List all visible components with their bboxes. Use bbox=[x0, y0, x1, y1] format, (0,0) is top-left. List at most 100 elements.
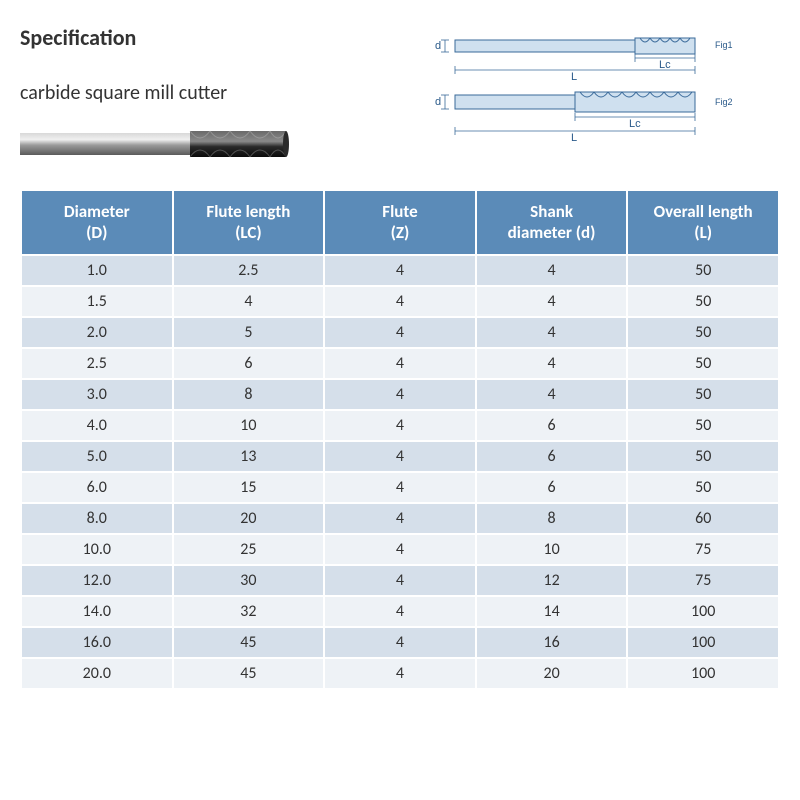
table-cell: 20 bbox=[476, 658, 628, 689]
table-cell: 16 bbox=[476, 627, 628, 658]
table-cell: 8 bbox=[476, 503, 628, 534]
table-cell: 50 bbox=[627, 317, 779, 348]
table-cell: 100 bbox=[627, 596, 779, 627]
table-body: 1.02.544501.5444502.0544502.5644503.0844… bbox=[21, 255, 779, 689]
page-title: Specification bbox=[20, 24, 385, 51]
table-cell: 5.0 bbox=[21, 441, 173, 472]
header-left: Specification carbide square mill cutter bbox=[20, 24, 385, 171]
table-row: 12.03041275 bbox=[21, 565, 779, 596]
table-cell: 4 bbox=[324, 441, 476, 472]
table-cell: 10.0 bbox=[21, 534, 173, 565]
table-cell: 4 bbox=[324, 286, 476, 317]
table-cell: 6.0 bbox=[21, 472, 173, 503]
col-header-line2: diameter (d) bbox=[483, 222, 621, 243]
table-cell: 2.0 bbox=[21, 317, 173, 348]
table-cell: 4 bbox=[476, 379, 628, 410]
table-row: 3.084450 bbox=[21, 379, 779, 410]
table-cell: 4 bbox=[324, 627, 476, 658]
table-cell: 4 bbox=[324, 348, 476, 379]
table-cell: 100 bbox=[627, 627, 779, 658]
col-header-0: Diameter(D) bbox=[21, 190, 173, 255]
svg-text:d: d bbox=[435, 96, 441, 108]
table-cell: 4 bbox=[476, 286, 628, 317]
table-cell: 1.0 bbox=[21, 255, 173, 286]
table-cell: 60 bbox=[627, 503, 779, 534]
col-header-line1: Flute bbox=[331, 201, 469, 222]
col-header-3: Shankdiameter (d) bbox=[476, 190, 628, 255]
table-row: 4.0104650 bbox=[21, 410, 779, 441]
table-cell: 12.0 bbox=[21, 565, 173, 596]
table-cell: 6 bbox=[476, 410, 628, 441]
table-cell: 50 bbox=[627, 472, 779, 503]
table-cell: 5 bbox=[173, 317, 325, 348]
technical-diagrams: d Lc L Fig1 d Lc L bbox=[415, 24, 780, 143]
table-cell: 50 bbox=[627, 441, 779, 472]
table-row: 20.045420100 bbox=[21, 658, 779, 689]
table-row: 5.0134650 bbox=[21, 441, 779, 472]
table-cell: 8 bbox=[173, 379, 325, 410]
product-name: carbide square mill cutter bbox=[20, 81, 385, 105]
col-header-line2: (D) bbox=[28, 222, 166, 243]
table-cell: 75 bbox=[627, 534, 779, 565]
table-cell: 100 bbox=[627, 658, 779, 689]
table-cell: 50 bbox=[627, 286, 779, 317]
svg-text:L: L bbox=[571, 71, 577, 83]
table-cell: 4 bbox=[324, 565, 476, 596]
table-cell: 30 bbox=[173, 565, 325, 596]
col-header-line2: (L) bbox=[634, 222, 772, 243]
svg-text:Lc: Lc bbox=[659, 59, 671, 71]
table-cell: 4 bbox=[476, 317, 628, 348]
table-cell: 75 bbox=[627, 565, 779, 596]
table-cell: 4 bbox=[476, 255, 628, 286]
table-row: 6.0154650 bbox=[21, 472, 779, 503]
table-row: 2.564450 bbox=[21, 348, 779, 379]
diagram-fig2: d Lc L Fig2 bbox=[415, 83, 755, 143]
svg-text:Fig2: Fig2 bbox=[715, 97, 733, 107]
diagram-fig1: d Lc L Fig1 bbox=[415, 28, 755, 83]
table-cell: 14 bbox=[476, 596, 628, 627]
table-cell: 14.0 bbox=[21, 596, 173, 627]
table-row: 16.045416100 bbox=[21, 627, 779, 658]
table-cell: 2.5 bbox=[173, 255, 325, 286]
col-header-2: Flute(Z) bbox=[324, 190, 476, 255]
table-cell: 4 bbox=[476, 348, 628, 379]
svg-text:Lc: Lc bbox=[629, 118, 641, 130]
table-row: 2.054450 bbox=[21, 317, 779, 348]
table-cell: 45 bbox=[173, 627, 325, 658]
table-cell: 4 bbox=[324, 255, 476, 286]
table-cell: 16.0 bbox=[21, 627, 173, 658]
svg-text:Fig1: Fig1 bbox=[715, 40, 733, 50]
table-row: 14.032414100 bbox=[21, 596, 779, 627]
table-cell: 8.0 bbox=[21, 503, 173, 534]
table-cell: 10 bbox=[173, 410, 325, 441]
table-row: 8.0204860 bbox=[21, 503, 779, 534]
table-cell: 4 bbox=[324, 658, 476, 689]
table-row: 1.544450 bbox=[21, 286, 779, 317]
table-row: 1.02.54450 bbox=[21, 255, 779, 286]
table-cell: 6 bbox=[476, 472, 628, 503]
table-cell: 4.0 bbox=[21, 410, 173, 441]
table-cell: 4 bbox=[324, 410, 476, 441]
table-cell: 6 bbox=[173, 348, 325, 379]
table-cell: 1.5 bbox=[21, 286, 173, 317]
svg-text:d: d bbox=[435, 40, 441, 52]
col-header-line1: Diameter bbox=[28, 201, 166, 222]
col-header-line1: Overall length bbox=[634, 201, 772, 222]
table-cell: 45 bbox=[173, 658, 325, 689]
col-header-line1: Shank bbox=[483, 201, 621, 222]
table-cell: 4 bbox=[324, 534, 476, 565]
table-cell: 13 bbox=[173, 441, 325, 472]
table-cell: 6 bbox=[476, 441, 628, 472]
table-cell: 20.0 bbox=[21, 658, 173, 689]
table-cell: 12 bbox=[476, 565, 628, 596]
svg-text:L: L bbox=[571, 132, 577, 143]
table-cell: 25 bbox=[173, 534, 325, 565]
table-cell: 20 bbox=[173, 503, 325, 534]
table-cell: 10 bbox=[476, 534, 628, 565]
header-section: Specification carbide square mill cutter bbox=[20, 24, 780, 171]
product-image bbox=[20, 115, 300, 171]
col-header-4: Overall length(L) bbox=[627, 190, 779, 255]
table-cell: 4 bbox=[324, 317, 476, 348]
table-cell: 50 bbox=[627, 410, 779, 441]
spec-table: Diameter(D)Flute length(LC)Flute(Z)Shank… bbox=[20, 189, 780, 690]
